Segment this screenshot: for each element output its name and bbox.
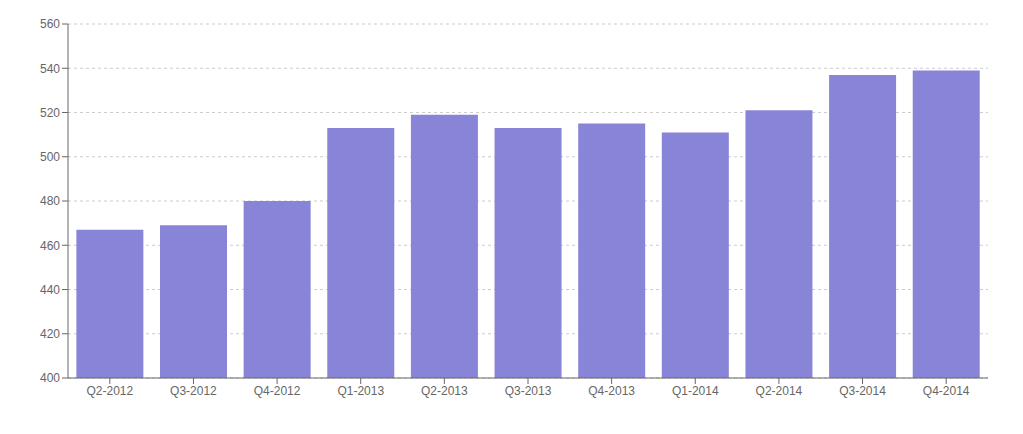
svg-text:520: 520 <box>40 106 60 120</box>
svg-text:Q3-2013: Q3-2013 <box>505 384 552 398</box>
svg-text:460: 460 <box>40 239 60 253</box>
svg-text:Q1-2014: Q1-2014 <box>672 384 719 398</box>
svg-text:Q1-2013: Q1-2013 <box>337 384 384 398</box>
svg-text:Q4-2013: Q4-2013 <box>588 384 635 398</box>
svg-text:400: 400 <box>40 371 60 385</box>
svg-text:440: 440 <box>40 283 60 297</box>
svg-text:Q2-2012: Q2-2012 <box>86 384 133 398</box>
svg-text:Q4-2012: Q4-2012 <box>254 384 301 398</box>
svg-text:Q3-2012: Q3-2012 <box>170 384 217 398</box>
svg-text:540: 540 <box>40 62 60 76</box>
svg-text:560: 560 <box>40 17 60 31</box>
svg-text:480: 480 <box>40 194 60 208</box>
svg-text:Q2-2014: Q2-2014 <box>756 384 803 398</box>
svg-text:Q3-2014: Q3-2014 <box>839 384 886 398</box>
svg-text:Q2-2013: Q2-2013 <box>421 384 468 398</box>
svg-text:Q4-2014: Q4-2014 <box>923 384 970 398</box>
svg-text:500: 500 <box>40 150 60 164</box>
svg-text:420: 420 <box>40 327 60 341</box>
